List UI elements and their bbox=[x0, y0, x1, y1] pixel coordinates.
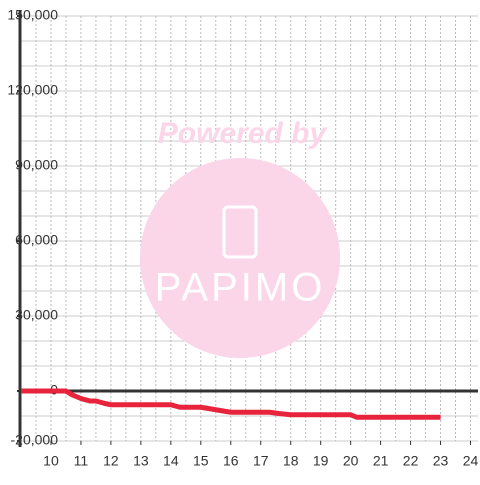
x-tick-label: 15 bbox=[193, 453, 209, 469]
watermark: Powered by PAPIMO bbox=[140, 117, 340, 358]
x-tick-label: 14 bbox=[163, 453, 179, 469]
y-tick-label: 120,000 bbox=[7, 82, 58, 98]
x-tick-label: 12 bbox=[103, 453, 119, 469]
watermark-title: Powered by bbox=[158, 117, 328, 150]
watermark-phone bbox=[222, 205, 258, 259]
watermark-logo: PAPIMO bbox=[155, 266, 326, 310]
x-tick-label: 24 bbox=[463, 453, 479, 469]
y-tick-label: 90,000 bbox=[15, 157, 58, 173]
x-tick-label: 18 bbox=[283, 453, 299, 469]
x-tick-label: 19 bbox=[313, 453, 329, 469]
x-tick-label: 23 bbox=[433, 453, 449, 469]
y-tick-label: 150,000 bbox=[7, 7, 58, 23]
x-tick-label: 13 bbox=[133, 453, 149, 469]
x-tick-label: 21 bbox=[373, 453, 389, 469]
series-line bbox=[21, 388, 441, 420]
y-tick-label: 60,000 bbox=[15, 232, 58, 248]
x-tick-label: 20 bbox=[343, 453, 359, 469]
x-tick-label: 22 bbox=[403, 453, 419, 469]
x-tick-label: 11 bbox=[74, 453, 89, 469]
y-tick-label: -20,000 bbox=[11, 432, 59, 448]
x-tick-label: 10 bbox=[43, 453, 59, 469]
x-tick-label: 16 bbox=[223, 453, 239, 469]
x-tick-label: 17 bbox=[253, 453, 269, 469]
y-tick-label: 30,000 bbox=[15, 307, 58, 323]
